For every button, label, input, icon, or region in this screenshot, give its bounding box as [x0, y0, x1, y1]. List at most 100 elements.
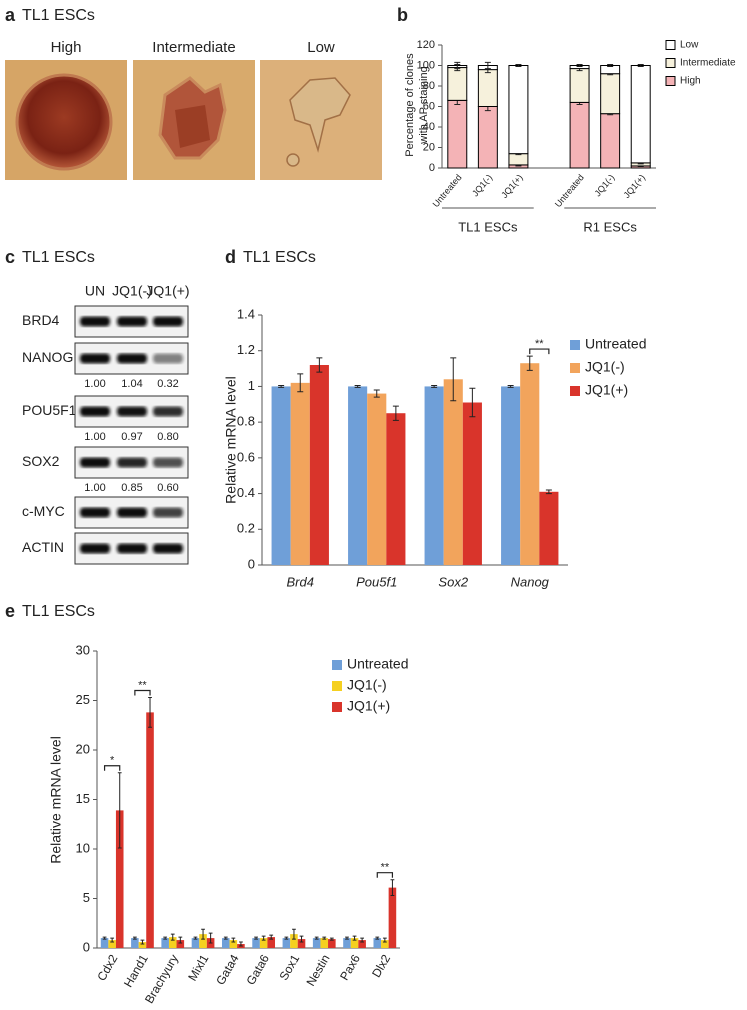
y-tick-label: 25 — [76, 692, 90, 707]
bar — [381, 940, 389, 948]
bar — [508, 153, 529, 166]
protein-label: ACTIN — [22, 539, 64, 555]
error-bar — [354, 385, 361, 388]
group-label: R1 ESCs — [583, 219, 637, 234]
error-bar — [163, 936, 168, 940]
bar — [221, 938, 230, 948]
legend-swatch — [665, 40, 676, 50]
error-bar — [515, 63, 522, 68]
quantification: 0.80 — [157, 431, 178, 443]
error-bar — [454, 61, 461, 70]
error-bar — [261, 935, 266, 941]
bar — [520, 363, 540, 565]
x-tick-label: Brd4 — [287, 574, 314, 589]
image-label: High — [51, 39, 82, 56]
blot-band — [153, 543, 183, 554]
bar — [259, 938, 268, 948]
bar — [373, 938, 382, 948]
panel-label: a — [5, 5, 16, 25]
error-bar — [278, 385, 285, 388]
bar — [386, 413, 406, 565]
bar — [424, 386, 444, 565]
error-bar — [576, 63, 583, 68]
bar — [229, 940, 238, 948]
bar — [312, 938, 321, 948]
blot-band — [80, 543, 110, 554]
y-axis-label: Percentage of clones — [404, 53, 416, 157]
bar — [343, 938, 351, 948]
bar — [168, 937, 177, 948]
significance-bracket — [376, 872, 394, 878]
panel-title: TL1 ESCs — [22, 249, 95, 266]
blot-band — [117, 316, 147, 327]
blot-band — [80, 507, 110, 518]
y-tick-label: 100 — [417, 59, 435, 71]
panel-title: TL1 ESCs — [243, 249, 316, 266]
error-bar — [178, 936, 183, 944]
legend-label: High — [680, 76, 701, 87]
y-tick-label: 20 — [423, 141, 435, 153]
y-tick-label: 20 — [76, 741, 90, 756]
y-tick-label: 1 — [248, 378, 255, 393]
bar — [290, 382, 310, 565]
bar — [131, 938, 139, 948]
error-bar — [117, 772, 122, 849]
quantification: 0.85 — [121, 482, 142, 494]
blot-band — [153, 406, 183, 417]
error-bar — [239, 941, 243, 947]
bar — [348, 386, 368, 565]
legend-label: JQ1(-) — [347, 677, 387, 693]
bar — [388, 887, 397, 948]
significance-label: ** — [535, 338, 544, 350]
bar — [267, 937, 276, 948]
bar — [146, 712, 154, 948]
image-label: Intermediate — [152, 39, 235, 56]
blot-band — [117, 406, 147, 417]
y-tick-label: 0.4 — [237, 485, 255, 500]
lane-label: UN — [85, 283, 105, 299]
blot-band — [80, 406, 110, 417]
y-tick-label: 1.2 — [237, 342, 255, 357]
legend-label: Low — [680, 40, 699, 51]
error-bar — [375, 936, 380, 940]
x-tick-label: Pou5f1 — [356, 574, 397, 589]
error-bar — [269, 934, 274, 940]
significance-bracket — [103, 765, 121, 771]
quantification: 0.60 — [157, 482, 178, 494]
y-tick-label: 15 — [76, 791, 90, 806]
quantification: 0.32 — [157, 378, 178, 390]
protein-label: SOX2 — [22, 453, 60, 469]
y-axis-label: with AP staining — [418, 66, 430, 144]
legend-swatch — [332, 660, 342, 670]
lane-label: JQ1(-) — [112, 283, 152, 299]
error-bar — [507, 385, 514, 388]
error-bar — [132, 936, 137, 940]
quantification: 0.97 — [121, 431, 142, 443]
error-bar — [208, 932, 213, 944]
error-bar — [390, 879, 395, 897]
x-tick-label: Nanog — [511, 574, 550, 589]
blot-band — [153, 507, 183, 518]
error-bar — [254, 936, 258, 940]
lane-label: JQ1(+) — [146, 283, 189, 299]
error-bar — [292, 928, 296, 940]
error-bar — [484, 61, 491, 70]
legend-swatch — [570, 363, 580, 373]
bar — [108, 940, 116, 948]
quantification: 1.00 — [84, 431, 105, 443]
error-bar — [193, 936, 198, 940]
bar — [282, 938, 291, 948]
quantification: 1.04 — [121, 378, 142, 390]
error-bar — [299, 935, 304, 943]
error-bar — [526, 355, 533, 371]
legend-label: JQ1(+) — [347, 698, 390, 714]
legend-swatch — [332, 681, 342, 691]
bar — [367, 393, 387, 565]
x-tick-label: Sox2 — [438, 574, 468, 589]
error-bar — [110, 937, 115, 943]
error-bar — [314, 936, 319, 940]
bar — [290, 934, 298, 948]
legend-label: Intermediate — [680, 58, 736, 69]
